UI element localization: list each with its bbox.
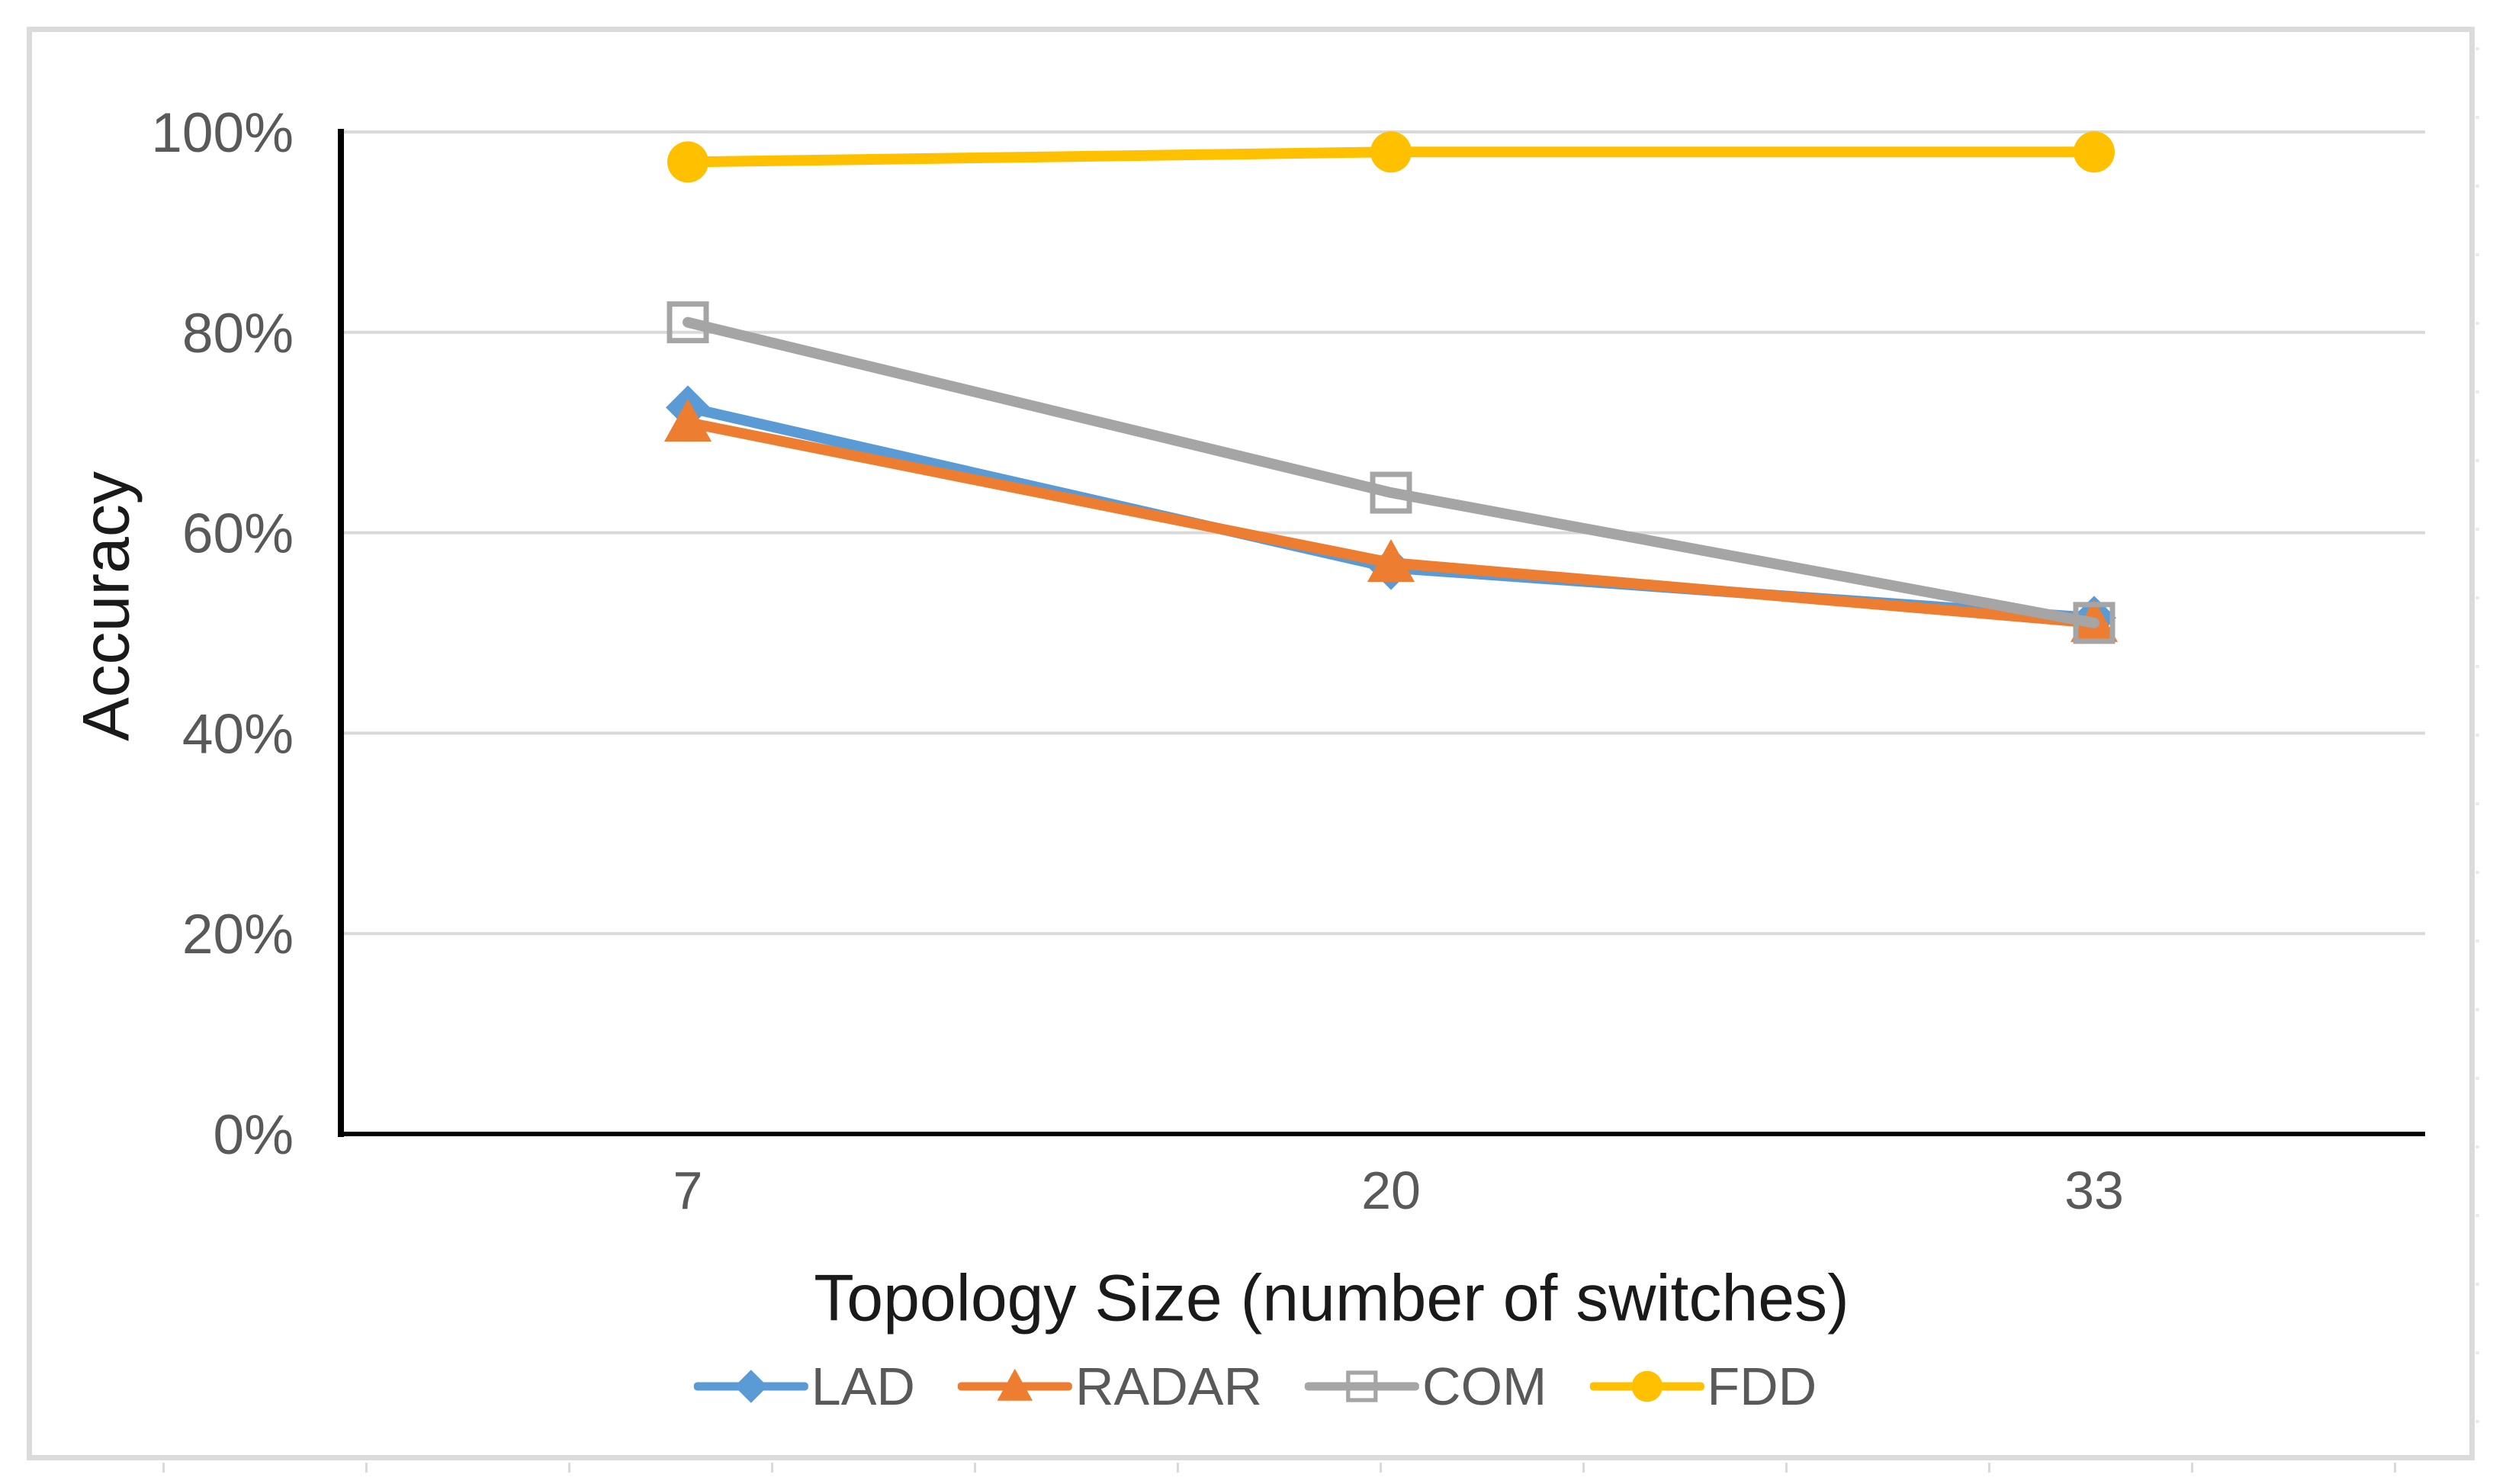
y-tick-label: 100%: [151, 102, 294, 164]
y-tick-label: 60%: [182, 503, 294, 565]
legend-circle-icon: [1589, 1370, 1704, 1402]
legend-label-com: COM: [1422, 1357, 1547, 1416]
marker-fdd: [2074, 131, 2115, 173]
legend-label-radar: RADAR: [1075, 1357, 1263, 1416]
legend-marker-com: [1346, 1370, 1378, 1402]
legend-marker-radar: [997, 1368, 1033, 1401]
chart-legend: LAD RADAR COM FDD: [693, 1356, 1817, 1417]
legend-triangle-icon: [957, 1368, 1072, 1401]
legend-marker-fdd: [1631, 1370, 1662, 1402]
legend-item-com: COM: [1305, 1356, 1547, 1417]
y-tick-label: 80%: [182, 303, 294, 365]
legend-item-fdd: FDD: [1589, 1356, 1817, 1417]
legend-item-radar: RADAR: [957, 1356, 1263, 1417]
legend-marker-lad: [734, 1370, 768, 1403]
x-axis-title: Topology Size (number of switches): [814, 1261, 1849, 1335]
y-axis-title: Accuracy: [69, 471, 143, 741]
chart-frame: [27, 27, 2475, 1460]
bottom-ruler-ticks: [162, 1463, 2397, 1473]
x-tick-label: 20: [1361, 1161, 1421, 1220]
y-tick-label: 0%: [213, 1104, 294, 1166]
legend-label-fdd: FDD: [1707, 1357, 1817, 1416]
legend-diamond-icon: [693, 1370, 808, 1403]
series-line-com: [683, 316, 2099, 628]
legend-item-lad: LAD: [693, 1356, 915, 1417]
marker-fdd: [1370, 131, 1412, 173]
legend-square-open-icon: [1305, 1370, 1420, 1402]
marker-com: [667, 301, 709, 344]
marker-radar: [1367, 539, 1415, 583]
marker-com: [1370, 471, 1412, 514]
marker-fdd: [667, 141, 708, 183]
x-tick-label: 7: [673, 1161, 703, 1220]
y-tick-label: 20%: [182, 904, 294, 965]
y-tick-label: 40%: [182, 703, 294, 765]
marker-radar: [664, 399, 712, 442]
right-ruler-ticks: [2475, 47, 2479, 1454]
marker-com: [2073, 602, 2115, 644]
legend-label-lad: LAD: [811, 1357, 915, 1416]
x-tick-label: 33: [2064, 1161, 2124, 1220]
